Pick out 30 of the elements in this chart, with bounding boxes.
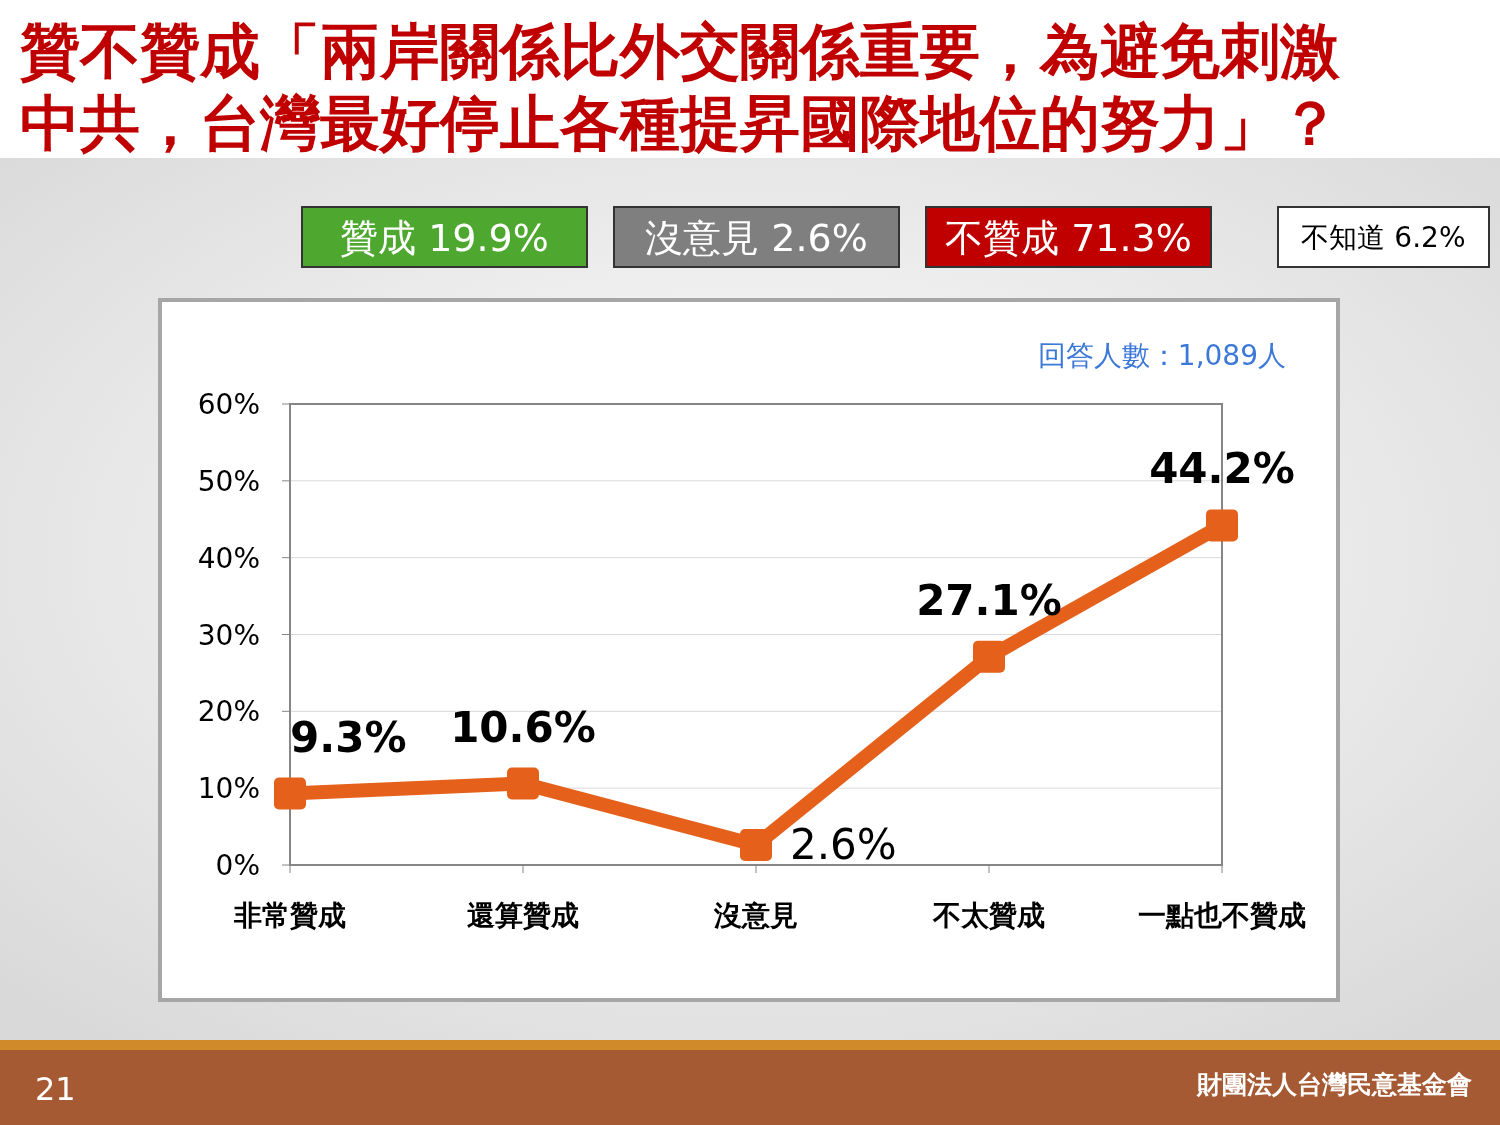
point <box>507 767 539 800</box>
y-tick-label: 10% <box>197 772 260 806</box>
x-tick-label: 一點也不贊成 <box>1138 899 1306 932</box>
text: 回答人數：1,089人 <box>1037 339 1286 372</box>
text: 贊成 19.9% <box>340 215 549 260</box>
y-tick-label: 50% <box>197 464 260 498</box>
y-tick-label: 0% <box>215 849 260 882</box>
text: 不贊成 71.3% <box>945 215 1192 260</box>
x-tick-label: 不太贊成 <box>932 899 1045 932</box>
x-tick-label: 還算贊成 <box>467 899 579 932</box>
x-tick-label: 非常贊成 <box>233 899 346 932</box>
text: 財團法人台灣民意基金會 <box>1196 1070 1472 1099</box>
text: 沒意見 2.6% <box>645 215 868 260</box>
text: 44.2% <box>1149 444 1295 494</box>
chart-title: 贊不贊成「兩岸關係比外交關係重要，為避免刺激中共，台灣最好停止各種提昇國際地位的努力」？ <box>19 16 1341 158</box>
text: 27.1% <box>916 575 1062 625</box>
text: 2.6% <box>790 820 897 870</box>
point <box>973 640 1005 673</box>
y-tick-label: 60% <box>197 388 260 421</box>
text: 10.6% <box>450 702 596 752</box>
point <box>740 829 772 862</box>
text: 9.3% <box>290 712 407 762</box>
y-tick-label: 40% <box>197 541 260 575</box>
text: 21 <box>35 1070 76 1108</box>
x-tick-label: 沒意見 <box>713 899 798 932</box>
y-tick-label: 20% <box>197 695 260 729</box>
y-tick-label: 30% <box>197 618 260 652</box>
point <box>274 777 306 810</box>
point <box>1206 509 1238 542</box>
text: 不知道 6.2% <box>1301 221 1466 255</box>
